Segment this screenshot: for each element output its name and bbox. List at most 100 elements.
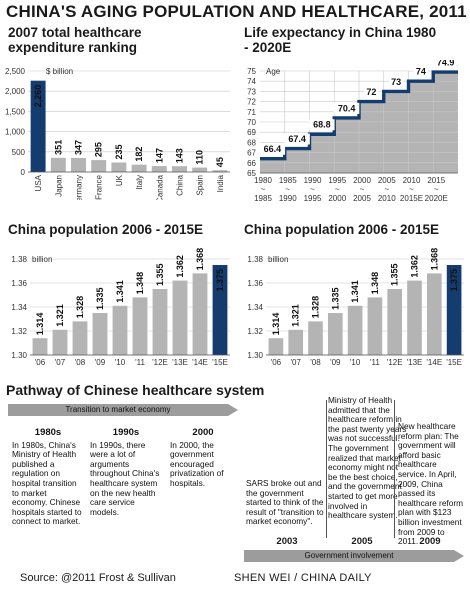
pop1-value-label: 1.314 xyxy=(35,313,45,336)
pop2-value-label: 1.362 xyxy=(410,255,420,278)
era-1990s-year: 1990s xyxy=(112,427,140,438)
pop1-xtick: '15E xyxy=(212,358,228,367)
life-value-label: 68.8 xyxy=(313,120,331,130)
life-xtick: 1985 xyxy=(279,176,297,185)
pop2-ytick: 1.36 xyxy=(247,279,263,288)
pop1-value-label: 1.362 xyxy=(175,255,185,278)
exp-xtick: Japan xyxy=(54,175,63,197)
life-value-label: 72 xyxy=(366,87,376,97)
era-2003-year: 2003 xyxy=(276,536,298,547)
credit-line: SHEN WEI / CHINA DAILY xyxy=(234,572,372,584)
pop2-xtick: '08 xyxy=(310,358,321,367)
pop1-bar xyxy=(172,280,188,355)
pop2-xtick: '11 xyxy=(370,358,380,367)
pop2-value-label: 1.328 xyxy=(311,296,321,319)
era-1990s: 1990s In 1990s, there were a lot of argu… xyxy=(90,428,162,517)
era-1980s-text: In 1980s, China's Ministry of Health pub… xyxy=(12,439,82,527)
era-1980s-year: 1980s xyxy=(34,427,62,438)
pop1-unit-label: billion xyxy=(32,255,52,264)
exp-xtick: Italy xyxy=(135,175,144,190)
life-xtick: ~ xyxy=(409,185,414,194)
population-chart-title-right: China population 2006 - 2015E xyxy=(244,222,440,237)
pop1-value-label: 1.368 xyxy=(195,248,205,270)
era-2005-year: 2005 xyxy=(351,536,373,547)
exp-value-label: 347 xyxy=(74,140,84,155)
pop1-xtick: '12E xyxy=(152,358,168,367)
pop2-value-label: 1.314 xyxy=(271,313,281,336)
exp-xtick: India xyxy=(216,174,225,192)
pop1-value-label: 1.348 xyxy=(135,272,145,295)
pop2-ytick: 1.30 xyxy=(247,351,263,360)
life-xtick: 2010 xyxy=(378,194,396,203)
pop2-ytick: 1.34 xyxy=(247,303,263,312)
pop2-bar xyxy=(426,273,442,355)
life-xtick: ~ xyxy=(335,185,340,194)
pop2-bar xyxy=(446,265,462,355)
exp-ytick: 2,500 xyxy=(5,67,26,76)
exp-value-label: 143 xyxy=(175,148,185,163)
life-xtick: ~ xyxy=(434,185,439,194)
exp-bar xyxy=(50,157,66,172)
phase-market-label: Transition to market economy xyxy=(65,405,171,414)
pop2-xtick: '07 xyxy=(290,358,301,367)
population-chart-title-left: China population 2006 - 2015E xyxy=(8,222,204,237)
pop1-ytick: 1.34 xyxy=(11,303,27,312)
pop2-xtick: '12E xyxy=(387,358,403,367)
pop2-value-label: 1.355 xyxy=(390,263,400,286)
pop1-xtick: '10 xyxy=(115,358,126,367)
source-note: Source: @2011 Frost & Sullivan xyxy=(20,572,176,584)
pop2-unit-label: billion xyxy=(268,255,288,264)
pop2-value-label: 1.341 xyxy=(350,280,360,303)
life-xtick: 2010 xyxy=(403,176,421,185)
pop2-xtick: '06 xyxy=(271,358,282,367)
pop2-bar xyxy=(407,280,422,355)
life-xtick: 1995 xyxy=(304,194,322,203)
main-title: CHINA'S AGING POPULATION AND HEALTHCARE,… xyxy=(6,2,467,21)
phase-government-label: Government involvement xyxy=(304,551,394,560)
pop1-bar xyxy=(192,273,208,355)
life-value-box xyxy=(284,133,310,145)
era-2009-year: 2009 xyxy=(419,536,441,547)
life-value-label: 73 xyxy=(391,77,401,87)
era-2009-text: New healthcare reform plan: The governme… xyxy=(398,421,464,547)
era-1990s-text: In 1990s, there were a lot of arguments … xyxy=(90,439,160,517)
life-value-box xyxy=(364,86,379,98)
exp-xtick: UK xyxy=(115,174,124,186)
pop1-xtick: '07 xyxy=(55,358,66,367)
life-value-label: 66.4 xyxy=(264,144,282,154)
pop1-bar xyxy=(52,329,68,355)
life-xtick: 2015 xyxy=(427,176,445,185)
life-value-label: 67.4 xyxy=(288,134,306,144)
life-ytick: 69 xyxy=(247,128,256,137)
era-2000-text: In 2000, the government encouraged priva… xyxy=(170,439,224,488)
life-xtick: 2015E xyxy=(400,194,423,203)
pop2-bar xyxy=(367,297,383,355)
life-xtick: 2000 xyxy=(328,194,346,203)
pop1-xtick: '11 xyxy=(135,358,145,367)
life-value-box xyxy=(389,76,404,88)
divider-2003-2005 xyxy=(326,400,327,538)
exp-bar xyxy=(71,157,86,172)
era-2000-year: 2000 xyxy=(192,427,214,438)
exp-bar xyxy=(172,166,187,172)
pop2-value-label: 1.348 xyxy=(370,272,380,295)
pop2-ytick: 1.32 xyxy=(247,327,263,336)
exp-xtick: Canada xyxy=(155,174,164,200)
pop1-value-label: 1.341 xyxy=(115,280,125,303)
life-value-box xyxy=(333,102,360,114)
pop1-value-label: 1.328 xyxy=(75,296,85,319)
life-unit-label: Age xyxy=(266,67,281,76)
pop2-bar xyxy=(268,338,284,355)
pathway-title: Pathway of Chinese healthcare system xyxy=(6,382,265,398)
pop2-value-label: 1.368 xyxy=(429,248,439,270)
life-xtick: ~ xyxy=(360,185,365,194)
pop1-xtick: '08 xyxy=(75,358,86,367)
life-xtick: 1985 xyxy=(254,194,272,203)
era-1980s: 1980s In 1980s, China's Ministry of Heal… xyxy=(12,428,84,527)
pop1-value-label: 1.355 xyxy=(155,263,165,286)
life-xtick: 1995 xyxy=(328,176,346,185)
pop1-bar xyxy=(92,313,108,355)
expenditure-chart-title: 2007 total healthcare expenditure rankin… xyxy=(8,25,142,55)
pop2-bar xyxy=(308,321,323,355)
pop2-ytick: 1.38 xyxy=(247,255,263,264)
